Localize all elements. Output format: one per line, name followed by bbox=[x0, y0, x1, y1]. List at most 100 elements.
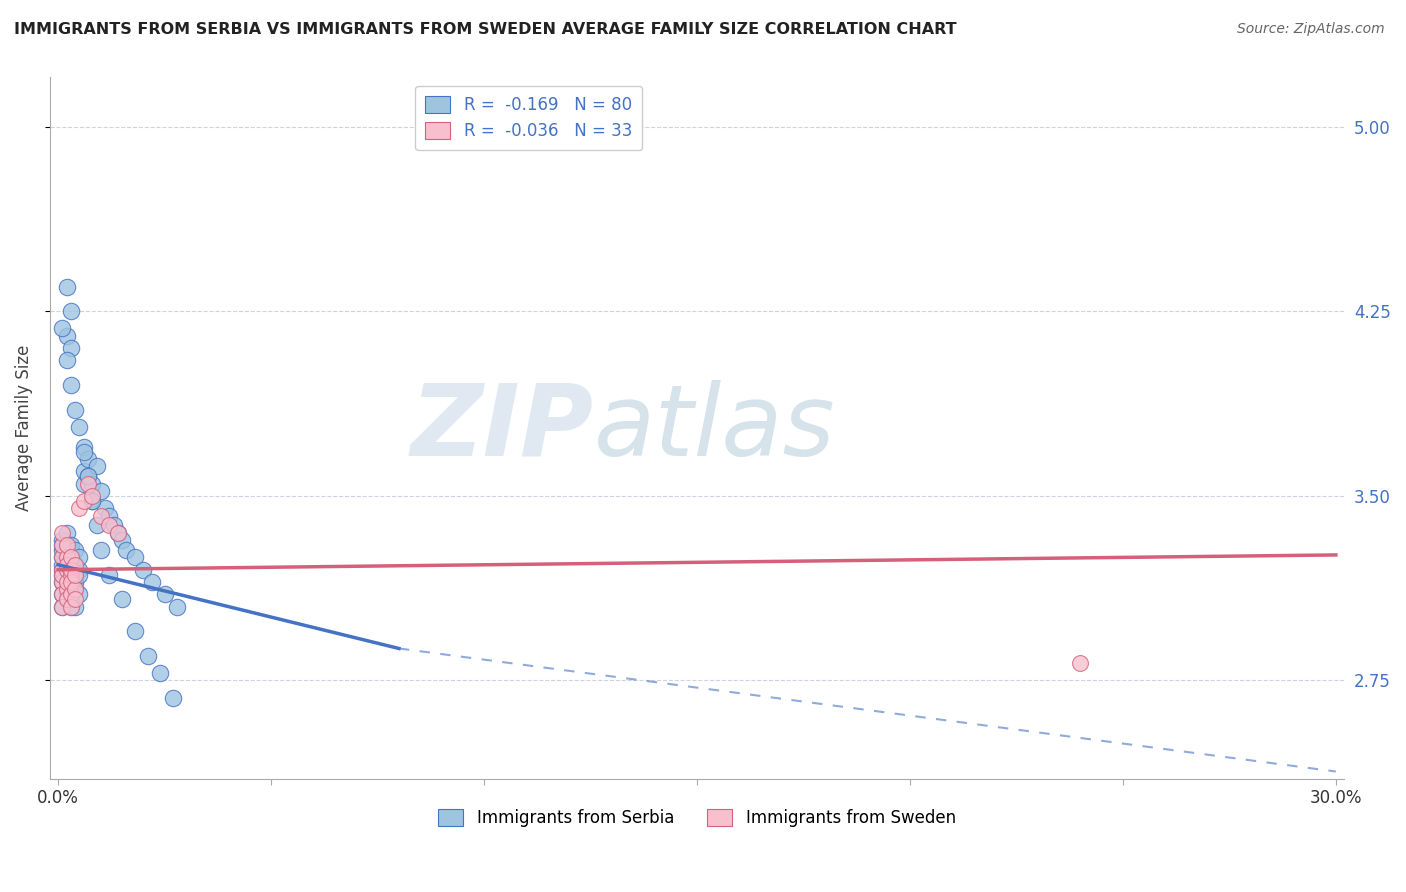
Point bbox=[55, 574, 77, 589]
Point bbox=[55, 525, 77, 540]
Point bbox=[141, 574, 163, 589]
Point bbox=[82, 493, 104, 508]
Point bbox=[86, 459, 108, 474]
Point bbox=[51, 538, 73, 552]
Point bbox=[55, 592, 77, 607]
Point bbox=[63, 592, 86, 607]
Point bbox=[51, 543, 73, 558]
Text: Source: ZipAtlas.com: Source: ZipAtlas.com bbox=[1237, 22, 1385, 37]
Text: ZIP: ZIP bbox=[411, 380, 593, 476]
Point bbox=[55, 567, 77, 582]
Text: IMMIGRANTS FROM SERBIA VS IMMIGRANTS FROM SWEDEN AVERAGE FAMILY SIZE CORRELATION: IMMIGRANTS FROM SERBIA VS IMMIGRANTS FRO… bbox=[14, 22, 956, 37]
Point bbox=[55, 550, 77, 565]
Point bbox=[55, 592, 77, 607]
Point bbox=[107, 525, 129, 540]
Legend: Immigrants from Serbia, Immigrants from Sweden: Immigrants from Serbia, Immigrants from … bbox=[432, 802, 963, 834]
Point bbox=[59, 563, 82, 577]
Point bbox=[59, 341, 82, 355]
Point bbox=[59, 582, 82, 597]
Point bbox=[59, 304, 82, 318]
Point bbox=[55, 587, 77, 601]
Point bbox=[51, 538, 73, 552]
Point bbox=[59, 550, 82, 565]
Point bbox=[51, 563, 73, 577]
Point bbox=[59, 567, 82, 582]
Point bbox=[69, 420, 91, 434]
Point bbox=[153, 587, 176, 601]
Point bbox=[69, 550, 91, 565]
Point bbox=[166, 599, 188, 614]
Point bbox=[77, 452, 100, 467]
Point bbox=[55, 558, 77, 572]
Y-axis label: Average Family Size: Average Family Size bbox=[15, 345, 32, 511]
Point bbox=[149, 666, 172, 681]
Point bbox=[51, 321, 73, 335]
Point bbox=[124, 550, 146, 565]
Point bbox=[55, 329, 77, 343]
Point bbox=[77, 469, 100, 483]
Point bbox=[63, 567, 86, 582]
Point bbox=[51, 599, 73, 614]
Point bbox=[59, 599, 82, 614]
Point bbox=[63, 599, 86, 614]
Point bbox=[90, 508, 112, 523]
Point bbox=[82, 476, 104, 491]
Point bbox=[51, 550, 73, 565]
Text: atlas: atlas bbox=[593, 380, 835, 476]
Point bbox=[69, 567, 91, 582]
Point bbox=[55, 574, 77, 589]
Point bbox=[69, 563, 91, 577]
Point bbox=[59, 558, 82, 572]
Point bbox=[63, 567, 86, 582]
Point bbox=[98, 567, 121, 582]
Point bbox=[82, 489, 104, 503]
Point bbox=[82, 493, 104, 508]
Point bbox=[73, 444, 96, 458]
Point bbox=[51, 563, 73, 577]
Point bbox=[63, 402, 86, 417]
Point bbox=[51, 558, 73, 572]
Point bbox=[63, 574, 86, 589]
Point bbox=[132, 563, 155, 577]
Point bbox=[73, 440, 96, 454]
Point bbox=[98, 518, 121, 533]
Point bbox=[59, 599, 82, 614]
Point bbox=[55, 543, 77, 558]
Point bbox=[55, 550, 77, 565]
Point bbox=[55, 582, 77, 597]
Point bbox=[55, 558, 77, 572]
Point bbox=[63, 558, 86, 572]
Point bbox=[59, 378, 82, 392]
Point bbox=[69, 501, 91, 516]
Point bbox=[59, 563, 82, 577]
Point bbox=[63, 582, 86, 597]
Point bbox=[94, 501, 117, 516]
Point bbox=[51, 599, 73, 614]
Point bbox=[51, 567, 73, 582]
Point bbox=[51, 587, 73, 601]
Point bbox=[51, 574, 73, 589]
Point bbox=[59, 538, 82, 552]
Point bbox=[55, 279, 77, 293]
Point bbox=[55, 563, 77, 577]
Point bbox=[115, 543, 138, 558]
Point bbox=[77, 469, 100, 483]
Point bbox=[90, 483, 112, 498]
Point bbox=[51, 525, 73, 540]
Point bbox=[51, 574, 73, 589]
Point bbox=[63, 582, 86, 597]
Point bbox=[51, 587, 73, 601]
Point bbox=[1069, 657, 1091, 671]
Point bbox=[59, 592, 82, 607]
Point bbox=[59, 543, 82, 558]
Point bbox=[55, 563, 77, 577]
Point bbox=[55, 538, 77, 552]
Point bbox=[63, 543, 86, 558]
Point bbox=[124, 624, 146, 639]
Point bbox=[103, 518, 125, 533]
Point bbox=[63, 558, 86, 572]
Point bbox=[69, 587, 91, 601]
Point bbox=[55, 353, 77, 368]
Point bbox=[51, 567, 73, 582]
Point bbox=[73, 464, 96, 478]
